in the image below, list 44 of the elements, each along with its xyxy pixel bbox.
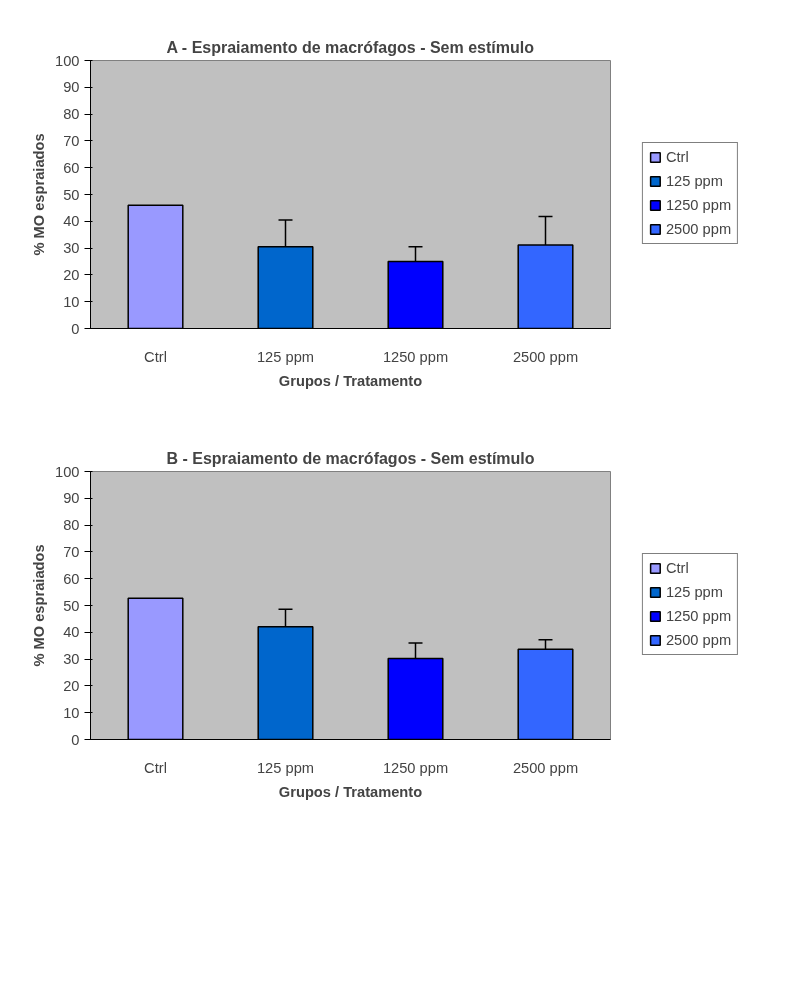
x-tick-label: Ctrl (144, 348, 167, 365)
y-tick-label: 20 (63, 677, 80, 694)
y-tick-label: 50 (63, 597, 80, 614)
x-axis-title: Grupos / Tratamento (278, 783, 423, 800)
x-tick-label: 1250 ppm (382, 759, 449, 776)
y-tick-label: 0 (71, 731, 80, 748)
y-tick-label: 20 (63, 266, 80, 283)
x-tick-label: 2500 ppm (512, 348, 579, 365)
x-tick-label: 125 ppm (256, 348, 315, 365)
chart-title: A - Espraiamento de macrófagos - Sem estímulo (166, 38, 535, 56)
y-tick-label: 60 (63, 159, 80, 176)
y-tick-label: 90 (63, 79, 80, 96)
y-tick-label: 100 (55, 463, 80, 480)
x-tick-label: 125 ppm (256, 759, 315, 776)
legend-label: 2500 ppm (665, 220, 732, 237)
y-tick-label: 90 (63, 490, 80, 507)
y-tick-label: 70 (63, 543, 80, 560)
x-axis-title: Grupos / Tratamento (278, 372, 423, 389)
y-tick-label: 30 (63, 651, 80, 668)
y-tick-label: 40 (63, 624, 80, 641)
y-tick-label: 70 (63, 132, 80, 149)
y-tick-label: 60 (63, 570, 80, 587)
y-axis-title: % MO espraiados (31, 133, 48, 256)
y-tick-label: 80 (63, 517, 80, 534)
y-tick-label: 80 (63, 106, 80, 123)
legend-label: Ctrl (665, 559, 689, 576)
x-tick-label: 1250 ppm (382, 348, 449, 365)
legend-label: 2500 ppm (665, 631, 732, 648)
y-tick-label: 0 (71, 320, 80, 337)
legend-label: 1250 ppm (665, 196, 732, 213)
y-tick-label: 10 (63, 704, 80, 721)
y-tick-label: 30 (63, 240, 80, 257)
y-tick-label: 100 (55, 52, 80, 69)
y-axis-title: % MO espraiados (31, 544, 48, 667)
y-tick-label: 40 (63, 213, 80, 230)
legend-label: 125 ppm (665, 583, 723, 600)
legend-label: Ctrl (665, 148, 689, 165)
chart-title: B - Espraiamento de macrófagos - Sem estímulo (166, 449, 535, 467)
x-tick-label: Ctrl (144, 759, 167, 776)
y-tick-label: 50 (63, 186, 80, 203)
legend-label: 1250 ppm (665, 607, 732, 624)
legend-label: 125 ppm (665, 172, 723, 189)
x-tick-label: 2500 ppm (512, 759, 579, 776)
y-tick-label: 10 (63, 293, 80, 310)
